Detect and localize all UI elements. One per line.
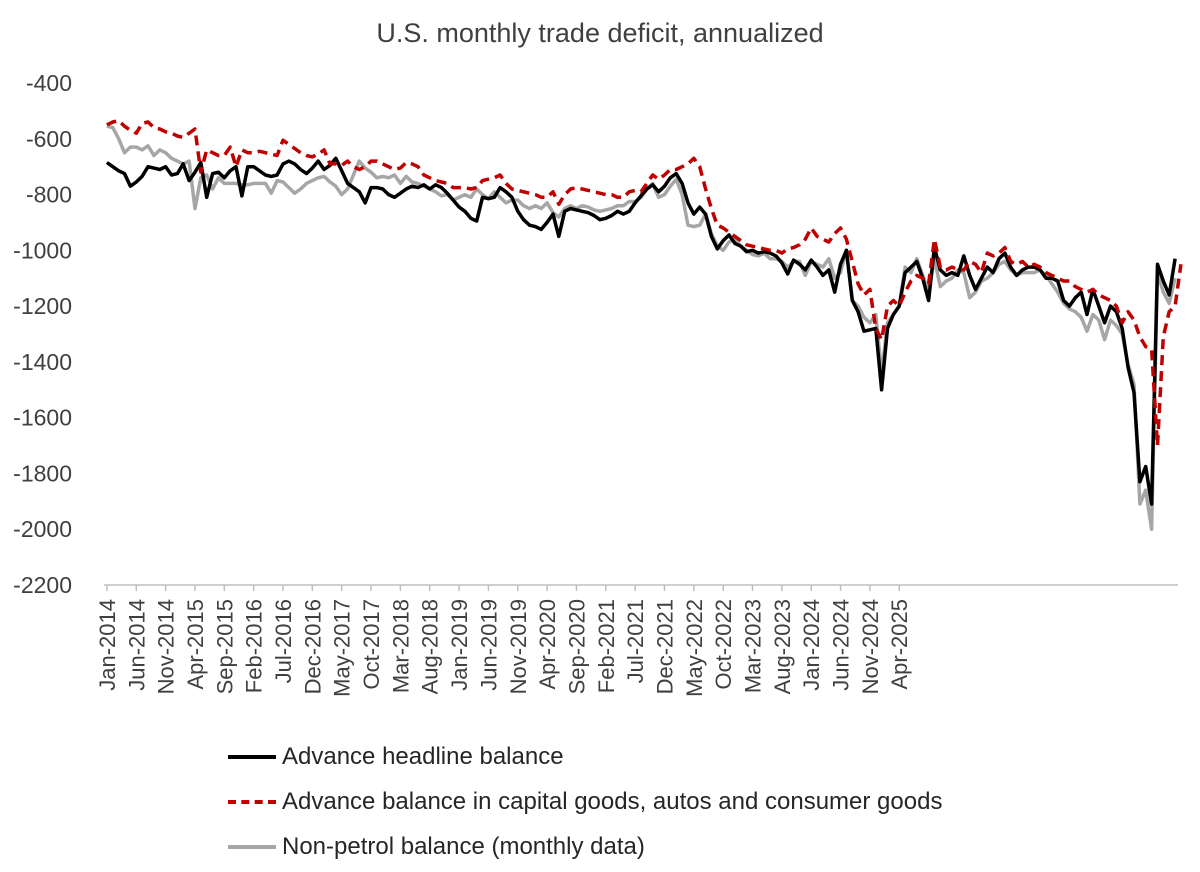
y-tick-label: -1000 — [13, 237, 72, 263]
x-tick-label: Jul-2021 — [623, 599, 648, 683]
legend-swatch-capital-goods — [228, 799, 276, 804]
x-tick-label: Aug-2023 — [770, 599, 795, 694]
y-tick-label: -1800 — [13, 460, 72, 486]
x-tick-label: Jun-2014 — [124, 599, 149, 691]
x-axis: Jan-2014 Jun-2014 Nov-2014 Apr-2015 Sep-2015… — [95, 584, 1178, 697]
legend-swatch-non-petrol — [228, 844, 276, 849]
legend-label-headline: Advance headline balance — [282, 742, 564, 770]
legend-item-non-petrol: Non-petrol balance (monthly data) — [228, 824, 942, 869]
x-tick-label: Apr-2020 — [535, 599, 560, 690]
y-axis: -400 -600 -800 -1000 -1200 -1400 -1600 -1800 -20… — [13, 70, 72, 598]
x-tick-label: Mar-2018 — [388, 599, 413, 693]
x-tick-label: Jan-2014 — [95, 599, 120, 691]
series-lines — [105, 118, 1183, 531]
x-tick-label: Nov-2014 — [154, 599, 179, 694]
x-tick-label: Sep-2020 — [564, 599, 589, 694]
x-tick-label: Aug-2018 — [418, 599, 443, 694]
x-tick-label: Apr-2015 — [183, 599, 208, 690]
x-tick-label: Oct-2017 — [359, 599, 384, 690]
chart-title: U.S. monthly trade deficit, annualized — [376, 18, 824, 48]
y-tick-label: -1400 — [13, 349, 72, 375]
y-tick-label: -2200 — [13, 572, 72, 598]
x-tick-label: Oct-2022 — [711, 599, 736, 690]
y-tick-label: -800 — [26, 182, 72, 208]
x-tick-label: Jun-2024 — [829, 599, 854, 691]
y-tick-label: -1600 — [13, 405, 72, 431]
x-tick-label: Feb-2021 — [594, 599, 619, 693]
x-tick-label: Jan-2019 — [447, 599, 472, 691]
x-tick-label: Jul-2016 — [271, 599, 296, 683]
series-capital-goods-line — [106, 118, 1183, 448]
series-headline-line — [105, 156, 1177, 506]
x-tick-label: Jun-2019 — [476, 599, 501, 691]
y-tick-label: -1200 — [13, 293, 72, 319]
x-tick-label: May-2017 — [330, 599, 355, 697]
y-tick-label: -400 — [26, 70, 72, 96]
x-tick-label: Feb-2016 — [242, 599, 267, 693]
x-tick-label: Apr-2025 — [887, 599, 912, 690]
legend-item-headline: Advance headline balance — [228, 734, 942, 779]
y-tick-label: -600 — [26, 126, 72, 152]
series-non-petrol-line — [106, 124, 1177, 531]
legend-swatch-headline — [228, 754, 276, 759]
legend-label-capital-goods: Advance balance in capital goods, autos … — [282, 787, 943, 815]
y-tick-label: -2000 — [13, 516, 72, 542]
x-tick-label: Nov-2019 — [506, 599, 531, 694]
x-tick-label: Dec-2016 — [300, 599, 325, 694]
x-tick-label: May-2022 — [682, 599, 707, 697]
x-tick-label: Mar-2023 — [741, 599, 766, 693]
legend-item-capital-goods: Advance balance in capital goods, autos … — [228, 779, 942, 824]
x-tick-label: Sep-2015 — [212, 599, 237, 694]
x-tick-label: Jan-2024 — [799, 599, 824, 691]
legend: Advance headline balance Advance balance… — [228, 734, 942, 869]
x-tick-label: Dec-2021 — [652, 599, 677, 694]
x-tick-label: Nov-2024 — [858, 599, 883, 694]
legend-label-non-petrol: Non-petrol balance (monthly data) — [282, 832, 645, 860]
